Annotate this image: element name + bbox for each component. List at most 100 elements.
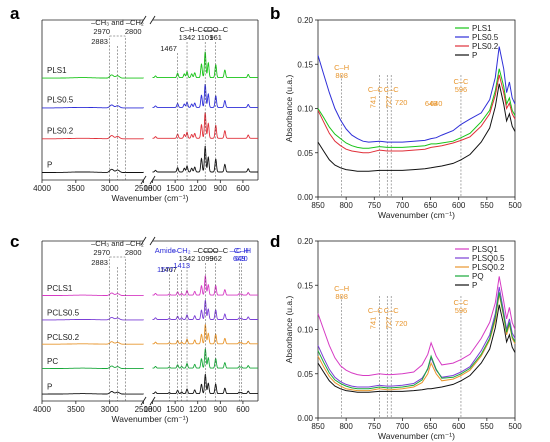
series-line-P bbox=[152, 374, 258, 395]
x-tick-label: 4000 bbox=[33, 184, 51, 193]
panel-label-b: b bbox=[270, 4, 280, 23]
x-tick-label: 2500 bbox=[135, 405, 153, 414]
panel-label-a: a bbox=[10, 4, 20, 23]
peak-annotation: C–H bbox=[334, 63, 349, 72]
legend-entry: PLS0.5 bbox=[472, 33, 499, 42]
peak-annotation: 620 bbox=[235, 254, 248, 263]
peak-annotation: 2970 bbox=[93, 248, 110, 257]
peak-annotation: C–C bbox=[384, 85, 400, 94]
peak-annotation: 962 bbox=[209, 254, 222, 263]
peak-annotation: C–C bbox=[453, 298, 469, 307]
peak-annotation: C–H bbox=[180, 25, 195, 34]
peak-annotation: 727 bbox=[384, 96, 393, 109]
series-label-PLS1: PLS1 bbox=[47, 66, 67, 75]
series-line-PCLS0.5 bbox=[152, 299, 258, 320]
y-tick-label: 0.05 bbox=[297, 149, 313, 158]
x-tick-label: 650 bbox=[424, 201, 438, 210]
peak-annotation: 741 bbox=[368, 317, 377, 330]
x-tick-label: 600 bbox=[236, 184, 250, 193]
series-line-PLSQ0.5 bbox=[317, 286, 516, 388]
x-tick-label: 1200 bbox=[189, 184, 207, 193]
y-tick-label: 0.05 bbox=[297, 370, 313, 379]
series-line-PLS1 bbox=[42, 74, 144, 79]
x-tick-label: 850 bbox=[311, 201, 325, 210]
series-line-P bbox=[317, 83, 516, 172]
peak-annotation: 596 bbox=[455, 306, 468, 315]
y-tick-label: 0.15 bbox=[297, 60, 313, 69]
x-tick-label: 3000 bbox=[101, 184, 119, 193]
y-tick-label: 0.10 bbox=[297, 326, 313, 335]
peak-annotation: 961 bbox=[209, 33, 222, 42]
series-label-P: P bbox=[47, 160, 52, 169]
peak-annotation: C–C bbox=[368, 306, 384, 315]
peak-annotation: –C–O– bbox=[193, 25, 218, 34]
x-tick-label: 1800 bbox=[144, 405, 162, 414]
x-tick-label: 650 bbox=[424, 422, 438, 431]
series-line-P bbox=[317, 304, 516, 393]
y-tick-label: 0.20 bbox=[297, 237, 313, 246]
y-tick-label: 0.00 bbox=[297, 414, 313, 423]
x-axis-label: Wavenumber (cm⁻¹) bbox=[378, 210, 455, 220]
x-tick-label: 600 bbox=[452, 422, 466, 431]
peak-annotation: –CH₃ and –CH₂ bbox=[91, 18, 144, 27]
ch-region-box bbox=[109, 256, 126, 402]
x-tick-label: 600 bbox=[452, 201, 466, 210]
x-tick-label: 3500 bbox=[67, 405, 85, 414]
x-tick-label: 700 bbox=[396, 201, 410, 210]
x-tick-label: 800 bbox=[339, 201, 353, 210]
series-line-PLS1 bbox=[152, 51, 258, 79]
peak-annotation: 649 bbox=[425, 99, 438, 108]
peak-annotation: –C–H bbox=[232, 246, 251, 255]
legend-entry: PLSQ0.2 bbox=[472, 263, 505, 272]
axis-break-mark bbox=[149, 15, 156, 25]
y-axis-label: Absorbance (u.a.) bbox=[284, 296, 294, 364]
series-label-PCLS1: PCLS1 bbox=[47, 284, 73, 293]
legend-entry: PLSQ0.5 bbox=[472, 254, 505, 263]
series-line-P bbox=[42, 391, 144, 395]
peak-annotation: 2970 bbox=[93, 27, 110, 36]
peak-annotation: 808 bbox=[335, 71, 348, 80]
peak-annotation: 1342 bbox=[179, 33, 196, 42]
peak-annotation: 649 bbox=[233, 254, 246, 263]
y-tick-label: 0.10 bbox=[297, 105, 313, 114]
x-tick-label: 750 bbox=[368, 422, 382, 431]
peak-annotation: 741 bbox=[368, 96, 377, 109]
series-line-PCLS0.2 bbox=[42, 341, 144, 345]
peak-annotation: C–C bbox=[453, 77, 469, 86]
peak-annotation: 1467 bbox=[160, 44, 177, 53]
y-tick-label: 0.00 bbox=[297, 193, 313, 202]
panel-b: 850 800 750 700 650 600 550 500 0.00 0.05 0.10 0.15… bbox=[270, 4, 522, 220]
legend-entry: P bbox=[472, 281, 477, 290]
peak-annotation: 1467 bbox=[160, 265, 177, 274]
series-line-PCLS0.5 bbox=[42, 316, 144, 321]
x-tick-label: 1200 bbox=[189, 405, 207, 414]
x-tick-label: 1800 bbox=[144, 184, 162, 193]
series-line-PCLS1 bbox=[42, 292, 144, 297]
series-label-PC: PC bbox=[47, 357, 58, 366]
y-tick-label: 0.20 bbox=[297, 16, 313, 25]
x-tick-label: 3500 bbox=[67, 184, 85, 193]
x-tick-label: 3000 bbox=[101, 405, 119, 414]
x-tick-label: 900 bbox=[214, 405, 228, 414]
peak-annotation: C–C bbox=[384, 306, 400, 315]
peak-annotation: 1101 bbox=[197, 33, 213, 42]
peak-annotation: 596 bbox=[455, 85, 468, 94]
x-axis-label: Wavenumber (cm⁻¹) bbox=[112, 414, 189, 424]
x-tick-label: 750 bbox=[368, 201, 382, 210]
peak-annotation: 2883 bbox=[91, 258, 108, 267]
peak-annotation: C–O–C bbox=[203, 246, 229, 255]
peak-annotation: 720 bbox=[395, 98, 408, 107]
series-label-PCLS0.2: PCLS0.2 bbox=[47, 333, 80, 342]
x-tick-label: 900 bbox=[214, 184, 228, 193]
series-line-PLS0.5 bbox=[42, 104, 144, 109]
series-line-PLSQ1 bbox=[317, 276, 516, 376]
legend-entry: PLS0.2 bbox=[472, 42, 499, 51]
series-line-P bbox=[42, 168, 144, 173]
x-tick-label: 700 bbox=[396, 422, 410, 431]
legend-entry: PLS1 bbox=[472, 24, 492, 33]
y-axis-label: Absorbance (u.a.) bbox=[284, 75, 294, 143]
x-tick-label: 2500 bbox=[135, 184, 153, 193]
panel-label-c: c bbox=[10, 232, 19, 251]
peak-annotation: –CH₂ bbox=[173, 246, 191, 255]
peak-annotation: 2800 bbox=[125, 27, 142, 36]
